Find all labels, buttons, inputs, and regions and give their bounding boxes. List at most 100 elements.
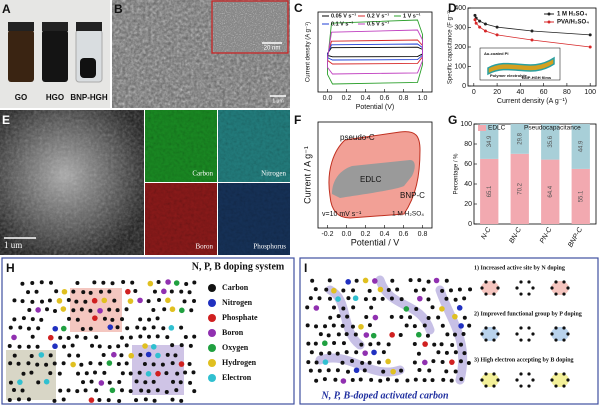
atom — [88, 290, 93, 295]
atom — [142, 343, 148, 349]
atom — [145, 371, 152, 377]
atom — [187, 290, 192, 295]
atom — [88, 326, 93, 331]
atom — [66, 335, 71, 340]
atom — [340, 378, 347, 384]
panel-letter: G — [448, 113, 457, 127]
atom — [403, 306, 410, 312]
atom — [554, 372, 558, 376]
atom — [66, 388, 71, 393]
bar-segment — [541, 159, 560, 224]
atom — [7, 398, 12, 403]
atom — [142, 326, 147, 331]
atom — [150, 343, 157, 350]
atom — [117, 379, 122, 384]
atom — [461, 332, 466, 337]
atom — [165, 352, 170, 357]
y-tick-label: 300 — [454, 24, 466, 31]
atom — [439, 342, 444, 347]
annotation: EDLC — [360, 175, 382, 184]
atom — [128, 352, 135, 359]
atom — [456, 305, 463, 311]
point — [473, 18, 477, 22]
atom — [48, 353, 53, 358]
atom — [527, 326, 531, 330]
legend-label: PVA/H₂SO₄ — [557, 20, 589, 26]
atom — [354, 350, 359, 355]
legend-marker — [208, 329, 216, 337]
atom — [550, 378, 554, 382]
x-axis-label: Potential (V) — [356, 104, 395, 111]
atom — [16, 361, 21, 366]
atom — [88, 397, 95, 403]
atom — [432, 342, 437, 347]
atom — [155, 334, 160, 339]
device — [487, 56, 555, 76]
atom — [29, 370, 34, 375]
x-tick-label: 0.6 — [399, 231, 409, 238]
atom — [386, 342, 391, 347]
atom — [562, 280, 566, 284]
legend-label: Hydrogen — [222, 358, 257, 367]
atom — [30, 299, 35, 304]
atom — [519, 292, 523, 296]
atom — [496, 332, 500, 336]
atom — [313, 341, 318, 346]
annotation: 1 M H₂SO₄ — [392, 211, 424, 218]
panel-letter: H — [6, 261, 15, 275]
atom — [128, 371, 133, 376]
atom — [107, 307, 112, 312]
atom — [449, 359, 455, 365]
legend-label: Carbon — [222, 283, 249, 292]
atom — [433, 277, 440, 284]
atom — [372, 296, 377, 301]
atom — [484, 280, 488, 284]
value-label: 34.9 — [487, 135, 493, 147]
atom — [191, 370, 196, 375]
atom — [12, 317, 17, 322]
atom — [17, 379, 23, 385]
diagram-title: N, P, B doping system — [192, 261, 285, 272]
point — [495, 33, 499, 37]
atom — [389, 314, 394, 319]
map-label: Phosphorus — [253, 243, 286, 251]
vial-label: GO — [15, 93, 27, 102]
highlight — [551, 327, 569, 341]
atom — [92, 315, 98, 321]
atom — [179, 325, 184, 330]
atom — [125, 288, 131, 295]
atom — [317, 368, 322, 373]
atom — [350, 377, 355, 382]
y-tick-label: 0 — [468, 221, 472, 228]
value-label: 64.4 — [548, 185, 554, 197]
atom — [161, 326, 166, 331]
atom — [519, 326, 523, 330]
atom — [422, 359, 428, 366]
atom — [35, 344, 40, 349]
atom — [111, 351, 117, 358]
atom — [178, 380, 183, 385]
atom — [12, 353, 17, 358]
value-label: 35.6 — [548, 135, 554, 147]
atom — [367, 323, 372, 328]
atom — [306, 341, 311, 346]
annotation: v=10 mV s⁻¹ — [322, 211, 362, 218]
atom — [127, 298, 134, 304]
atom — [155, 388, 160, 393]
atom — [165, 297, 171, 304]
atom — [527, 372, 531, 376]
atom — [16, 397, 21, 402]
atom — [97, 344, 102, 349]
point — [530, 38, 534, 42]
atom — [169, 289, 174, 294]
atom — [110, 317, 115, 322]
point — [483, 29, 487, 33]
atom — [359, 342, 364, 347]
atom — [97, 397, 102, 402]
atom — [344, 332, 349, 337]
atom — [436, 350, 441, 355]
atom — [331, 287, 337, 294]
atom — [20, 281, 25, 286]
atom — [26, 290, 31, 295]
atom — [60, 325, 67, 332]
